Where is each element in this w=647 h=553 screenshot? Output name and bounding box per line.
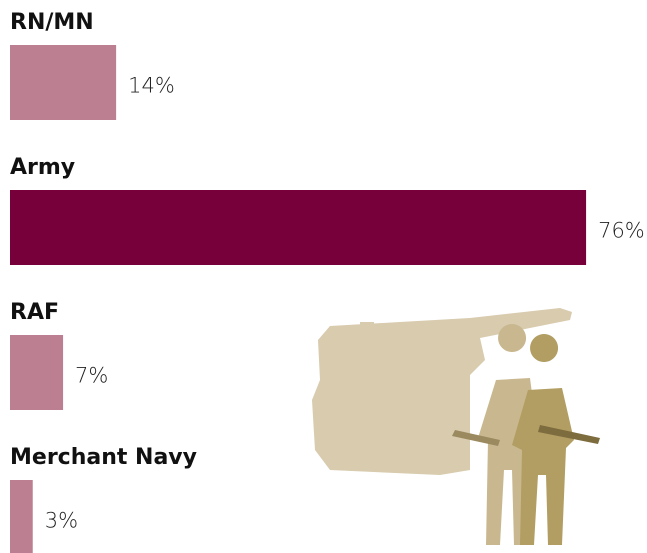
value-label: 7% xyxy=(75,364,108,388)
value-label: 14% xyxy=(128,74,175,98)
value-label: 3% xyxy=(45,509,78,533)
bar xyxy=(10,335,64,410)
value-label: 76% xyxy=(598,219,645,243)
bar xyxy=(10,45,117,120)
category-label: RAF xyxy=(10,300,59,325)
military-silhouette xyxy=(312,308,600,545)
category-label: RN/MN xyxy=(10,10,94,35)
bar xyxy=(10,480,33,553)
category-label: Merchant Navy xyxy=(10,445,197,470)
category-label: Army xyxy=(10,155,75,180)
bar xyxy=(10,190,587,265)
